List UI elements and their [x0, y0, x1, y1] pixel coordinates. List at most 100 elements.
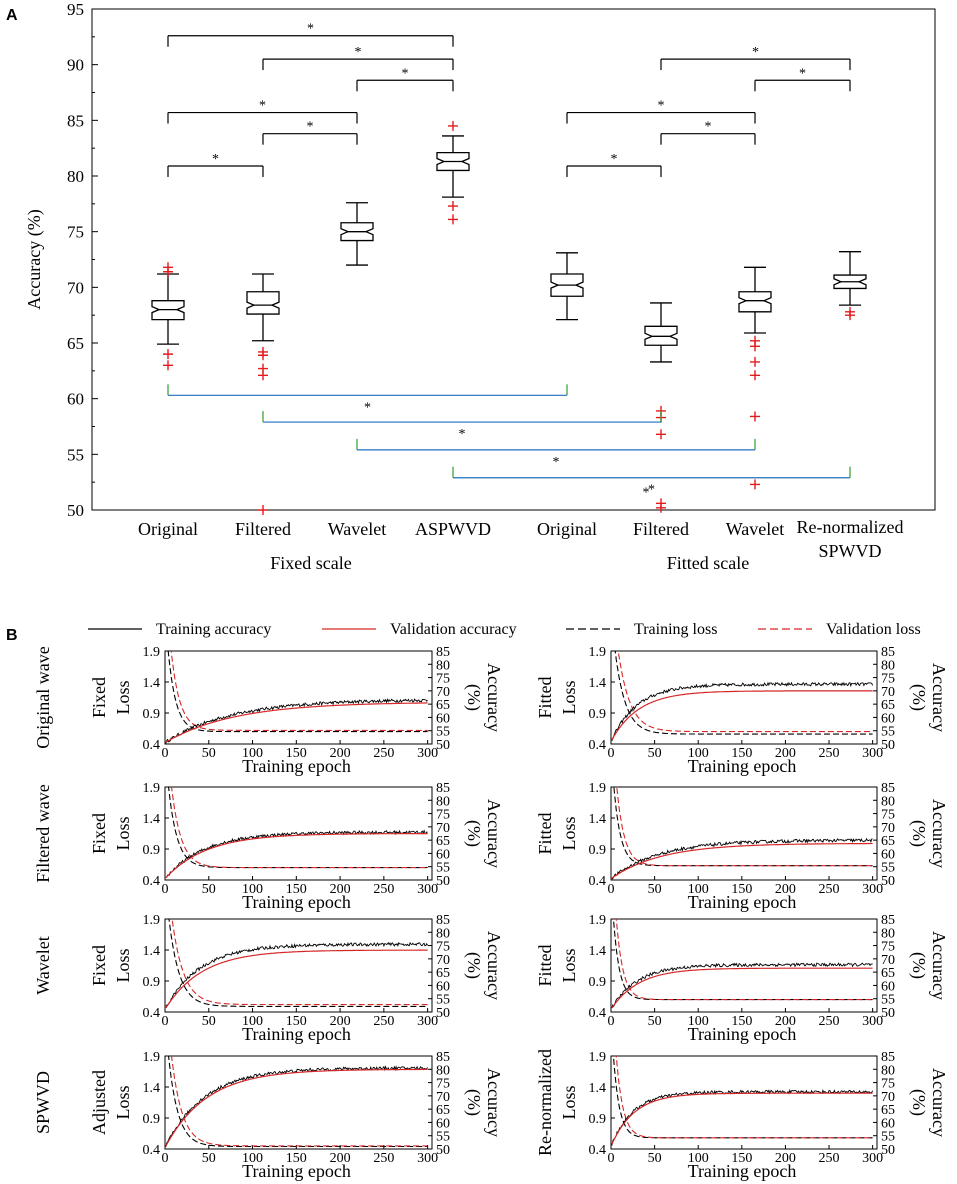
y-right-axis-label: Accuracy(%): [908, 799, 949, 868]
legend-label: Validation loss: [826, 621, 921, 638]
y-left-tick-label: 0.9: [589, 707, 607, 722]
y-left-tick-label: 1.4: [143, 1081, 161, 1096]
subplot-scale-label: Fixed: [89, 677, 109, 718]
validation-accuracy-line: [165, 833, 428, 879]
y-left-tick-label: 0.4: [589, 1006, 607, 1021]
x-tick-label: 0: [162, 1014, 169, 1029]
y-right-tick-label: 75: [881, 672, 895, 687]
validation-loss-line: [615, 919, 873, 1001]
y-right-axis-label: Accuracy(%): [908, 663, 949, 732]
y-right-tick-label: 55: [881, 725, 895, 740]
y-right-axis-label-line: (%): [908, 684, 929, 711]
subplot-curves: [165, 651, 428, 744]
training-loss-line: [614, 651, 873, 735]
significance-star: *: [648, 483, 655, 498]
significance-star: *: [259, 99, 266, 114]
y-left-tick-label: 1.4: [143, 944, 161, 959]
y-right-tick-label: 65: [881, 966, 895, 981]
x-tick-label: 250: [373, 882, 394, 897]
y-right-tick-label: 55: [881, 861, 895, 876]
y-left-tick-label: 0.4: [143, 1143, 161, 1158]
x-tick-label: 100: [688, 1014, 709, 1029]
y-left-tick-label: 0.9: [143, 707, 161, 722]
y-left-tick-label: 0.9: [589, 1112, 607, 1127]
outlier-marker: [163, 360, 173, 371]
category-label: Filtered: [633, 519, 689, 539]
training-subplot: 0 50 100 150 200 250 300 Training epoch 0.4 0.9 1.…: [535, 645, 949, 776]
x-tick-label: 100: [242, 746, 263, 761]
y-right-tick-label: 85: [436, 781, 450, 796]
group-label-fixed-scale: Fixed scale: [270, 553, 351, 573]
y-left-tick-label: 0.4: [143, 738, 161, 753]
y-left-tick-label: 0.9: [143, 975, 161, 990]
subplot-curves: [611, 1056, 874, 1146]
x-tick-label: 150: [286, 746, 307, 761]
y-right-axis-label-line: Accuracy: [484, 663, 504, 732]
y-right-tick-label: 80: [881, 926, 895, 941]
y-right-tick-label: 80: [436, 1063, 450, 1078]
subplot-curves: [165, 919, 428, 1009]
x-axis-label: Training epoch: [242, 892, 351, 912]
y-right-tick-label: 85: [881, 781, 895, 796]
subplot-frame: [610, 650, 878, 745]
training-subplot: 0 50 100 150 200 250 300 Training epoch 0.4 0.9 1.…: [535, 1049, 949, 1181]
training-accuracy-line: [165, 829, 428, 878]
row-label: SPWVD: [33, 1071, 53, 1134]
x-tick-label: 300: [417, 882, 438, 897]
x-axis-label: Training epoch: [688, 1024, 797, 1044]
y-right-tick-label: 60: [881, 979, 895, 994]
category-label: ASPWVD: [415, 519, 491, 539]
y-right-tick-label: 60: [881, 711, 895, 726]
x-tick-label: 50: [648, 1014, 662, 1029]
outlier-marker: [258, 370, 268, 381]
panel-b-training-curves: Training accuracy Validation accuracy Trai…: [33, 621, 949, 1181]
y-left-axis-label: Loss: [559, 680, 579, 714]
x-tick-label: 0: [608, 1151, 615, 1166]
validation-loss-line: [615, 1056, 873, 1139]
y-tick-label: 55: [67, 445, 84, 464]
subplot-frame: [610, 918, 878, 1013]
significance-star: *: [402, 66, 409, 81]
x-tick-label: 150: [731, 882, 752, 897]
category-label: Wavelet: [726, 519, 785, 539]
x-tick-label: 50: [202, 746, 216, 761]
y-right-axis-label: Accuracy(%): [463, 663, 504, 732]
x-tick-label: 200: [330, 882, 351, 897]
validation-accuracy-line: [611, 1092, 873, 1145]
x-axis-label: Training epoch: [242, 1024, 351, 1044]
y-right-tick-label: 65: [436, 1103, 450, 1118]
y-right-tick-label: 70: [881, 1090, 895, 1105]
x-tick-label: 300: [417, 1151, 438, 1166]
y-left-tick-label: 1.4: [143, 812, 161, 827]
y-right-tick-label: 75: [881, 808, 895, 823]
y-left-tick-label: 0.9: [589, 843, 607, 858]
x-tick-label: 250: [373, 1014, 394, 1029]
y-tick-label: 65: [67, 334, 84, 353]
y-right-tick-label: 65: [881, 834, 895, 849]
y-left-axis-label: Loss: [559, 816, 579, 850]
subplot-frame: [164, 1055, 433, 1150]
y-right-axis-label-line: (%): [463, 952, 484, 979]
y-left-tick-label: 0.4: [143, 1006, 161, 1021]
y-right-tick-label: 50: [881, 1143, 895, 1158]
significance-star: *: [553, 455, 560, 470]
y-right-tick-label: 75: [436, 1077, 450, 1092]
y-tick-label: 95: [67, 0, 84, 19]
y-right-tick-label: 75: [881, 1077, 895, 1092]
y-right-tick-label: 70: [881, 685, 895, 700]
outlier-marker: [258, 350, 268, 361]
y-right-axis-label-line: Accuracy: [929, 1068, 949, 1137]
y-right-axis-label: Accuracy(%): [463, 1068, 504, 1137]
subplot-scale-label: Fitted: [535, 944, 555, 986]
x-tick-label: 50: [648, 1151, 662, 1166]
y-right-tick-label: 75: [881, 940, 895, 955]
outlier-marker: [258, 505, 268, 515]
y-left-tick-label: 1.9: [589, 781, 607, 796]
y-left-tick-label: 1.4: [143, 676, 161, 691]
panel-a-label: A: [6, 7, 18, 24]
subplot-scale-label: Fixed: [89, 945, 109, 986]
subplot-scale-label: Fitted: [535, 676, 555, 718]
x-tick-label: 300: [862, 746, 883, 761]
y-left-tick-label: 1.9: [589, 913, 607, 928]
